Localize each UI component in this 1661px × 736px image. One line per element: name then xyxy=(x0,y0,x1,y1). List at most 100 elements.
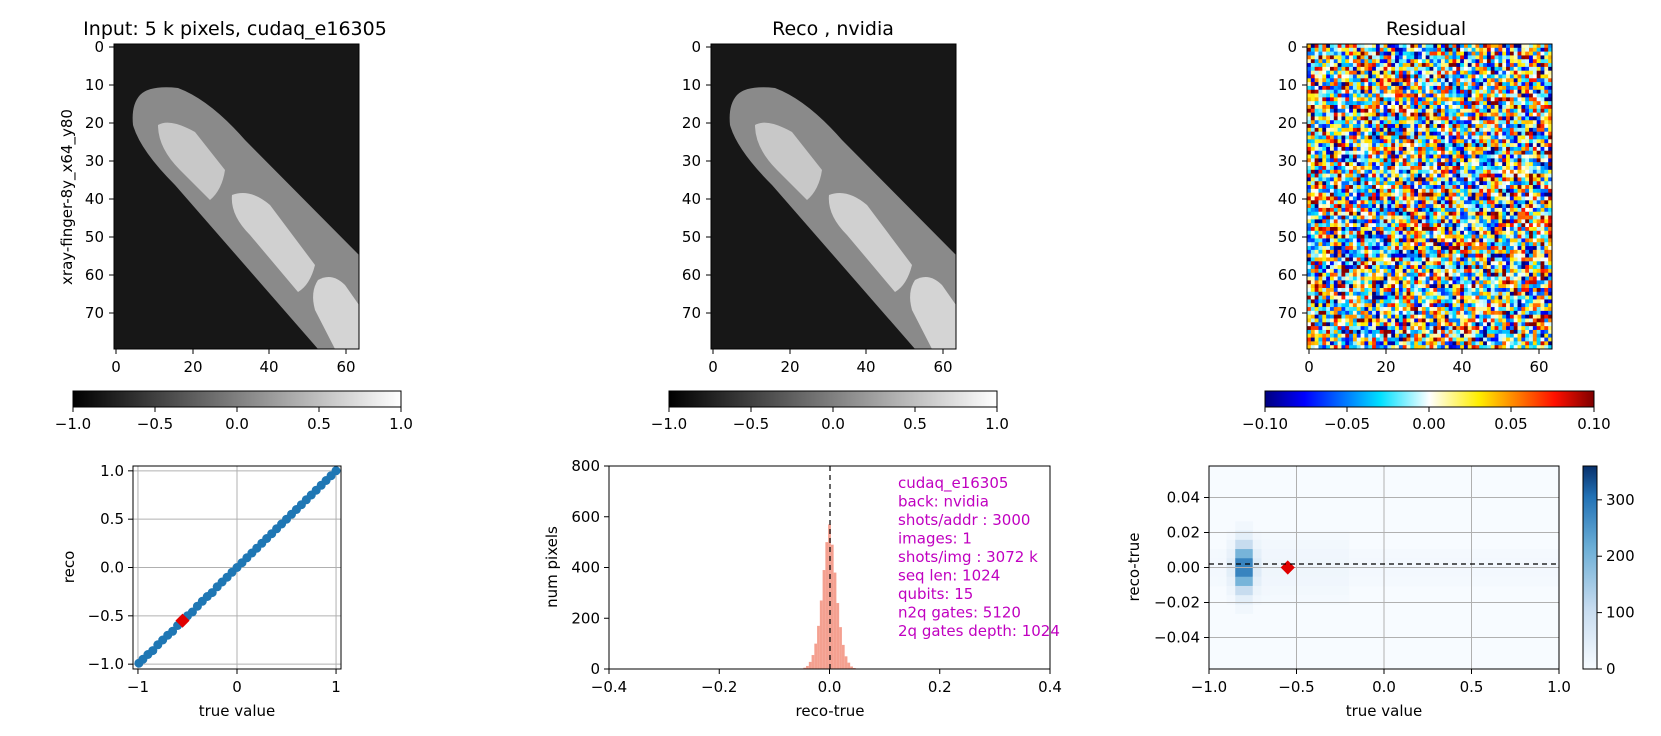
residual-cell xyxy=(1498,158,1503,163)
residual-cell xyxy=(1475,192,1480,197)
residual-cell xyxy=(1402,181,1407,186)
residual-cell xyxy=(1314,112,1319,117)
residual-cell xyxy=(1532,303,1537,308)
residual-cell xyxy=(1467,284,1472,289)
reco-image xyxy=(711,44,956,350)
residual-cell xyxy=(1513,105,1518,110)
residual-cell xyxy=(1529,70,1534,75)
residual-cell xyxy=(1322,82,1327,87)
residual-cell xyxy=(1509,310,1515,315)
residual-cell xyxy=(1391,74,1396,79)
residual-cell xyxy=(1360,211,1365,216)
residual-cell xyxy=(1364,78,1369,83)
residual-cell xyxy=(1490,44,1495,49)
residual-cell xyxy=(1360,249,1365,254)
residual-cell xyxy=(1375,238,1381,243)
residual-cell xyxy=(1356,329,1361,335)
residual-cell xyxy=(1372,276,1377,281)
residual-cell xyxy=(1310,196,1315,201)
residual-cell xyxy=(1440,177,1446,182)
residual-cell xyxy=(1345,181,1350,186)
residual-cell xyxy=(1429,135,1434,140)
residual-cell xyxy=(1444,307,1449,312)
residual-cell xyxy=(1448,169,1453,174)
residual-cell xyxy=(1429,257,1434,262)
residual-cell xyxy=(1375,227,1381,232)
residual-cell xyxy=(1475,265,1480,270)
residual-cell xyxy=(1414,333,1419,338)
residual-cell xyxy=(1509,154,1515,159)
residual-cell xyxy=(1307,329,1312,335)
residual-cell xyxy=(1326,192,1331,197)
residual-cell xyxy=(1425,276,1430,281)
residual-cell xyxy=(1402,253,1407,258)
residual-cell xyxy=(1395,265,1400,270)
residual-cell xyxy=(1429,230,1434,235)
residual-cell xyxy=(1310,85,1315,91)
residual-cell xyxy=(1506,223,1511,228)
residual-cell xyxy=(1444,280,1449,285)
residual-cell xyxy=(1410,101,1415,106)
residual-cell xyxy=(1341,230,1346,235)
residual-cell xyxy=(1471,314,1476,319)
residual-cell xyxy=(1521,246,1526,251)
residual-cell xyxy=(1410,310,1415,315)
residual-cell xyxy=(1307,85,1312,91)
residual-cell xyxy=(1322,74,1327,79)
residual-cell xyxy=(1490,135,1495,140)
residual-cell xyxy=(1406,261,1411,266)
reco-panel: Reco , nvidia 0 10 20 30 40 50 60 70 0 2… xyxy=(651,18,1009,433)
residual-cell xyxy=(1360,326,1365,331)
residual-cell xyxy=(1402,227,1407,232)
residual-cell xyxy=(1341,66,1346,71)
residual-cell xyxy=(1349,101,1354,106)
residual-cell xyxy=(1544,207,1549,213)
residual-cell xyxy=(1540,169,1545,174)
input-cbar-tick: −0.5 xyxy=(137,407,173,433)
residual-cell xyxy=(1398,135,1404,140)
residual-cell xyxy=(1433,242,1438,247)
residual-cell xyxy=(1329,276,1335,281)
residual-cell xyxy=(1440,280,1446,285)
residual-cell xyxy=(1540,219,1545,224)
residual-cell xyxy=(1395,143,1400,148)
residual-cell xyxy=(1467,63,1472,68)
residual-cell xyxy=(1437,246,1442,251)
residual-cell xyxy=(1368,143,1373,148)
residual-cell xyxy=(1483,227,1488,232)
residual-cell xyxy=(1437,127,1442,132)
residual-cell xyxy=(1406,322,1411,327)
residual-cell xyxy=(1421,238,1426,243)
residual-cell xyxy=(1437,112,1442,117)
residual-cell xyxy=(1337,249,1342,254)
residual-cell xyxy=(1333,223,1338,228)
residual-cell xyxy=(1337,238,1342,243)
residual-cell xyxy=(1383,333,1388,338)
residual-cell xyxy=(1364,74,1369,79)
residual-cell xyxy=(1307,280,1312,285)
residual-cell xyxy=(1532,120,1537,125)
residual-cell xyxy=(1345,47,1350,52)
residual-cell xyxy=(1494,188,1499,193)
residual-cell xyxy=(1352,93,1358,98)
residual-cell xyxy=(1506,299,1511,304)
residual-cell xyxy=(1486,162,1492,167)
residual-cell xyxy=(1502,66,1507,71)
residual-cell xyxy=(1521,249,1526,254)
residual-cell xyxy=(1379,192,1384,197)
residual-cell xyxy=(1387,93,1392,98)
residual-cell xyxy=(1406,116,1411,121)
residual-cell xyxy=(1536,143,1541,148)
residual-cell xyxy=(1356,207,1361,213)
residual-cell xyxy=(1506,55,1511,60)
residual-cell xyxy=(1410,307,1415,312)
residual-cell xyxy=(1360,108,1365,113)
residual-cell xyxy=(1329,272,1335,277)
residual-cell xyxy=(1345,78,1350,83)
residual-cell xyxy=(1418,131,1423,136)
residual-cell xyxy=(1448,307,1453,312)
residual-cell xyxy=(1356,78,1361,83)
residual-cell xyxy=(1437,257,1442,262)
residual-cell xyxy=(1425,280,1430,285)
residual-cell xyxy=(1502,162,1507,167)
